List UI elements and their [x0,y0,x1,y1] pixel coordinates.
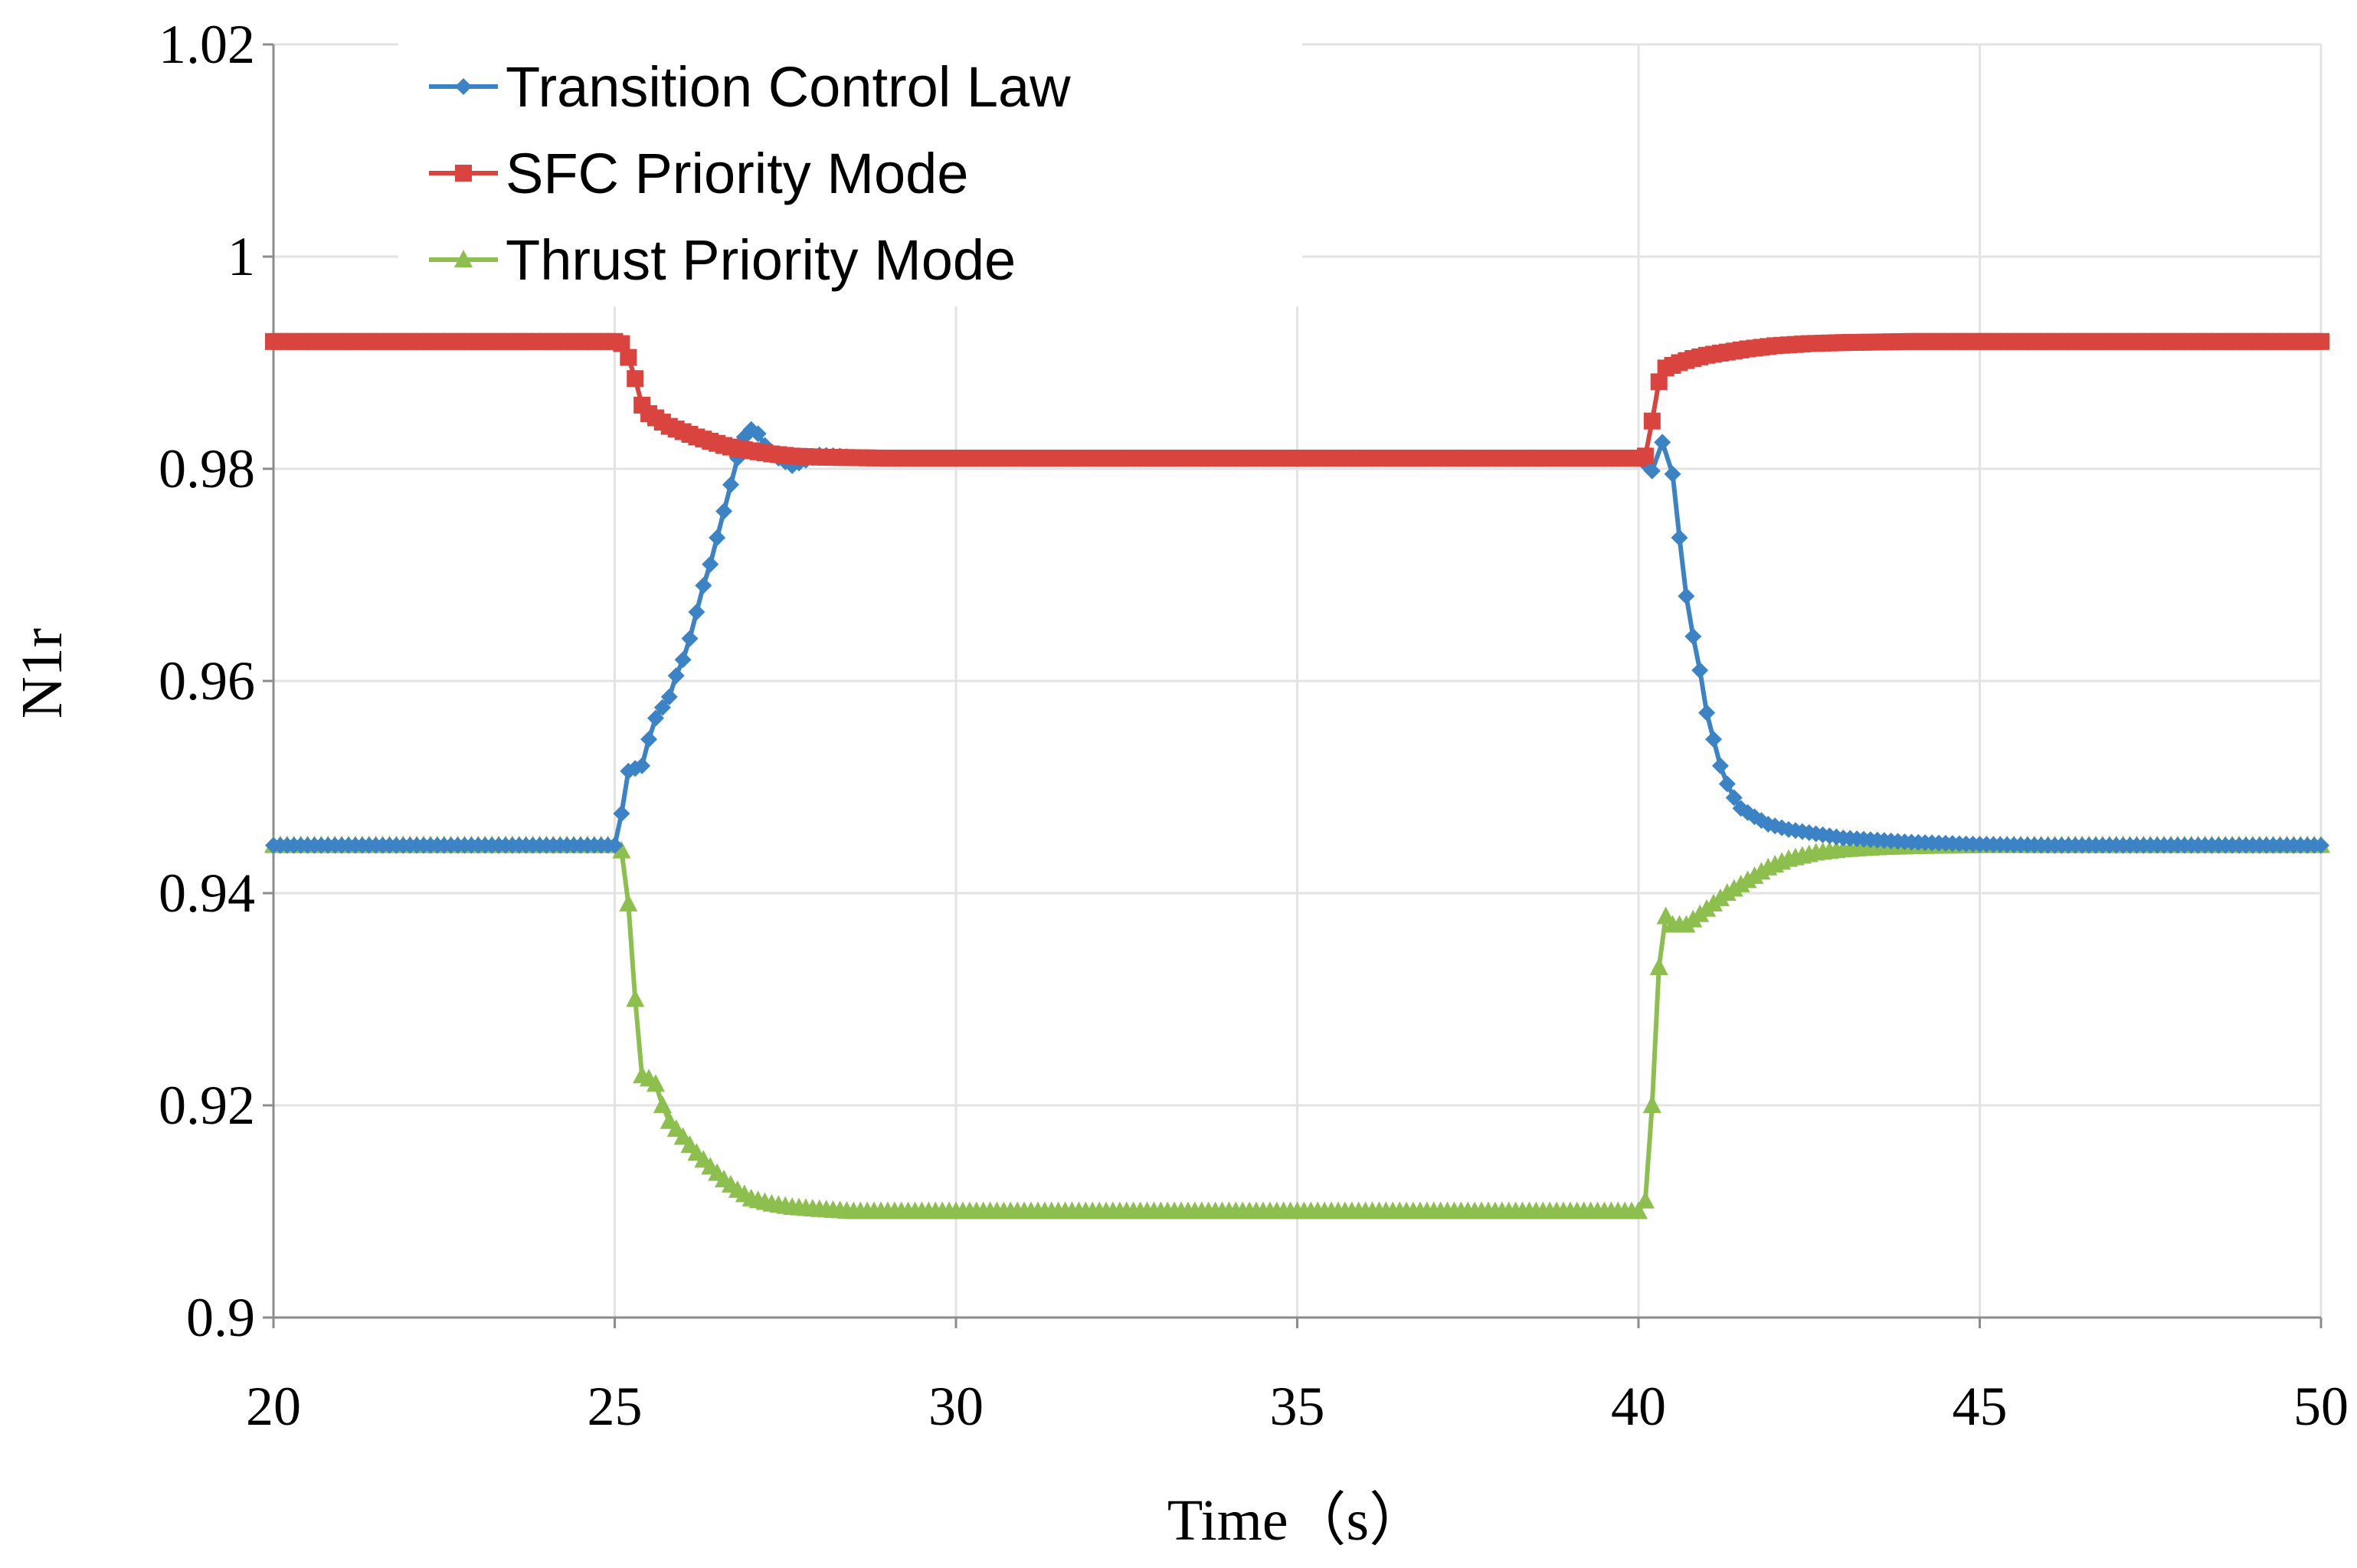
legend-label: Transition Control Law [506,55,1071,119]
legend-item: Thrust Priority Mode [429,228,1016,292]
data-point [1684,627,1702,645]
y-tick-labels: 0.9 0.92 0.94 0.96 0.98 1 1.02 [159,14,255,1348]
legend-item: Transition Control Law [429,55,1071,119]
data-point [1654,434,1671,451]
data-point [1643,462,1661,480]
data-point [2313,332,2329,350]
legend-label: Thrust Priority Mode [506,228,1016,292]
data-point [606,836,624,854]
data-point [667,667,685,685]
data-point [674,651,692,669]
x-axis-label: Time（s） [1167,1488,1427,1553]
data-point [613,805,630,823]
data-point [1650,373,1668,391]
legend-marker [455,78,472,95]
data-point [715,502,733,520]
x-tick-labels: 20 25 30 35 40 45 50 [246,1376,2349,1437]
data-point [653,1095,672,1113]
data-point [1718,775,1736,793]
data-point [1691,662,1709,679]
data-point [1698,704,1716,722]
axes [263,43,2323,1328]
y-tick-label: 0.98 [159,438,255,499]
data-point [688,603,705,620]
data-point [620,349,637,366]
data-point [1671,529,1688,547]
legend-marker [455,165,472,182]
data-point [1705,731,1723,748]
series-sfc-priority-mode [265,332,2329,467]
y-tick-label: 0.96 [159,650,255,712]
x-tick-label: 40 [1611,1376,1666,1437]
data-point [646,1074,665,1092]
x-tick-label: 25 [588,1376,643,1437]
data-point [1629,1201,1648,1219]
x-tick-label: 50 [2293,1376,2349,1437]
data-point [681,630,699,647]
y-tick-label: 0.92 [159,1075,255,1136]
data-point [647,709,664,727]
x-tick-label: 35 [1270,1376,1325,1437]
data-point [1636,447,1654,465]
y-tick-label: 1 [228,226,255,287]
data-point [1664,465,1681,483]
data-point [1643,412,1661,430]
data-series [264,332,2330,1219]
data-point [627,370,644,388]
x-tick-label: 45 [1953,1376,2008,1437]
x-tick-label: 20 [246,1376,301,1437]
data-point [702,555,719,573]
data-point [612,840,631,859]
y-tick-label: 1.02 [159,14,255,75]
data-point [749,425,767,443]
x-tick-label: 30 [928,1376,984,1437]
data-point [653,699,671,716]
data-point [722,476,739,493]
data-point [1678,588,1695,605]
legend: Transition Control Law SFC Priority Mode T… [398,31,1302,306]
data-point [1649,957,1668,975]
data-point [709,529,726,547]
data-point [633,757,651,774]
legend-item: SFC Priority Mode [429,142,968,205]
data-point [640,731,658,748]
data-point [2313,836,2329,854]
data-point [619,893,638,912]
data-point [626,989,645,1007]
y-tick-label: 0.94 [159,863,255,924]
data-point [1635,1190,1655,1209]
data-point [1725,789,1743,807]
data-point [613,335,630,352]
data-point [695,577,712,594]
y-axis-label: N1r [10,628,74,719]
y-tick-label: 0.9 [186,1287,255,1348]
legend-marker [454,250,473,267]
legend-label: SFC Priority Mode [506,142,968,205]
data-point [1711,757,1729,774]
legend-background [398,31,1302,306]
data-point [660,688,678,705]
data-point [1642,1095,1661,1113]
